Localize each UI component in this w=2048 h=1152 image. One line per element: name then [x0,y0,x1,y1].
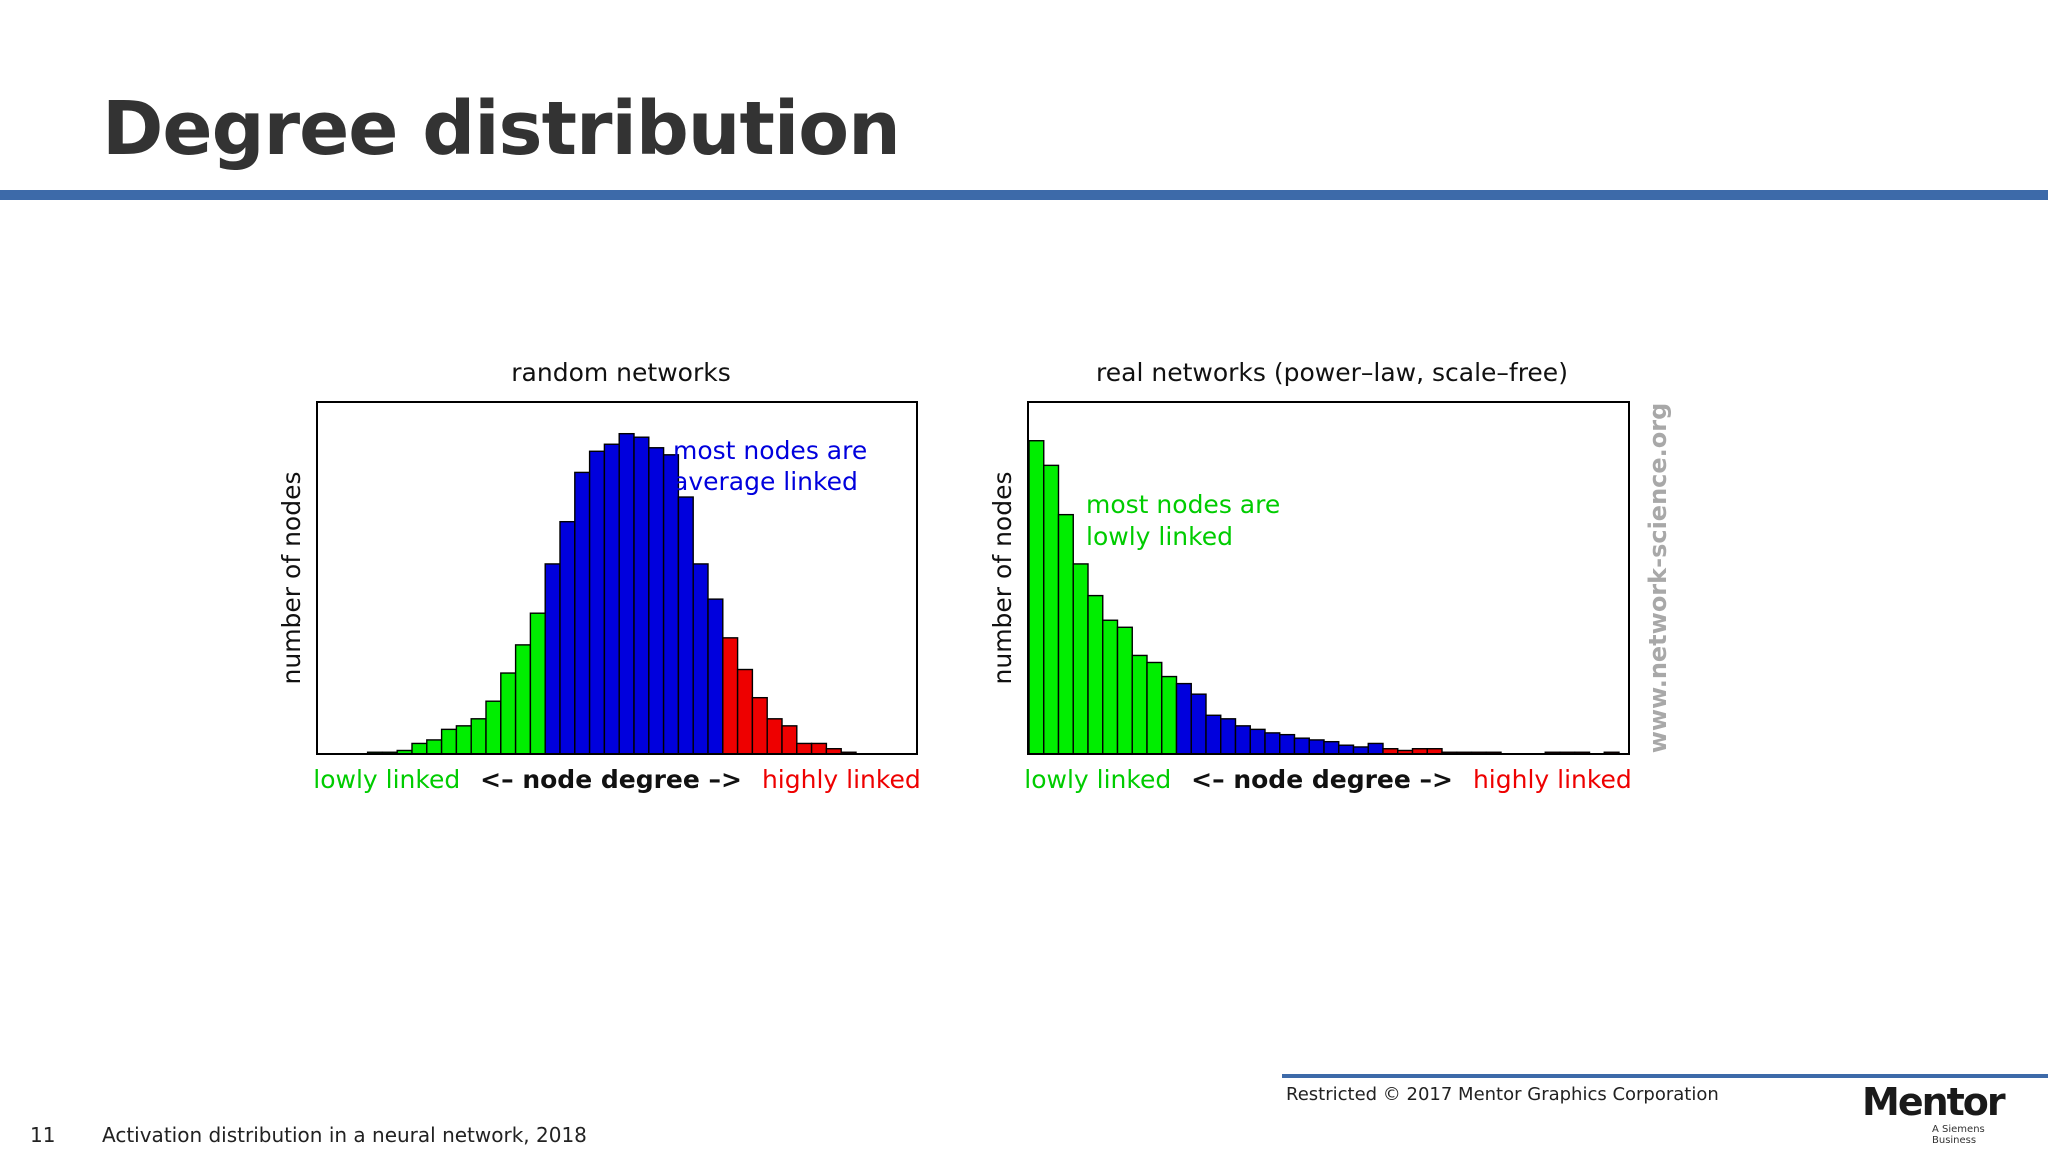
histogram-bar [1279,733,1296,755]
watermark: www.network-science.org [1644,403,1672,754]
histogram-bar [677,496,694,755]
histogram-bar [1087,594,1104,755]
histogram-bar [1352,746,1369,755]
title-rule [0,190,2048,200]
histogram-bar [1131,654,1148,755]
annotation-line-1: most nodes are [1086,490,1280,519]
histogram-bar [1234,725,1251,755]
histogram-bar [411,742,428,755]
x-label-center: <– node degree –> [480,765,742,794]
plot-frame [1027,401,1630,755]
histogram-bar [574,471,591,755]
histogram-bar [1367,742,1384,755]
histogram-bar [1249,728,1266,755]
histogram-bar [1175,682,1192,755]
mentor-logo: Mentor A Siemens Business [1862,1080,2022,1146]
histogram-bar [603,443,620,755]
logo-subtext: A Siemens Business [1932,1124,1985,1146]
chart-title: random networks [511,358,730,387]
histogram-bar [470,718,487,755]
y-axis-label: number of nodes [988,472,1017,685]
histogram-bar [796,742,813,755]
histogram-bar [722,637,739,755]
histogram-bar [426,739,443,755]
y-axis-label: number of nodes [277,472,306,685]
x-label-center: <– node degree –> [1191,765,1453,794]
histogram-bar [1043,464,1060,755]
footer-text: Activation distribution in a neural netw… [102,1123,587,1147]
x-label-left: lowly linked [313,765,460,794]
histogram-bar [781,725,798,755]
footer-rule [1282,1074,2048,1078]
histogram-bar [662,454,680,755]
histogram-bar [500,672,517,755]
x-label-right: highly linked [1473,765,1632,794]
histogram-bar [1102,619,1119,755]
histogram-bar [648,447,665,755]
histogram-bar [633,436,650,755]
histogram-bar [1220,718,1237,755]
histogram-bar [810,742,828,755]
histogram-bar [1057,513,1074,755]
plot-frame [316,401,918,755]
chart-title: real networks (power–law, scale–free) [1096,358,1568,387]
histogram-bar [1028,440,1045,755]
annotation-line-2: lowly linked [1086,522,1233,551]
x-label-right: highly linked [762,765,921,794]
histogram-bar [692,563,709,755]
page-number: 11 [30,1123,56,1147]
histogram-bar [707,598,724,755]
histogram-bar [751,696,768,755]
histogram-bar [485,700,502,755]
bar-group [366,432,857,755]
x-label-left: lowly linked [1024,765,1171,794]
x-axis-label: lowly linked <– node degree –> highly li… [313,765,920,794]
histogram-bar [1072,563,1089,755]
histogram-bar [1146,661,1163,755]
histogram-bar [514,644,532,755]
histogram-bar [766,718,783,755]
slide-title: Degree distribution [102,86,901,172]
histogram-bar [618,432,635,755]
histogram-bar [1205,714,1222,755]
histogram-bar [1338,744,1355,755]
logo-word: Mentor [1862,1080,2006,1124]
histogram-bar [440,728,458,755]
annotation-line-2: average linked [673,467,858,496]
x-axis-label: lowly linked <– node degree –> highly li… [1024,765,1631,794]
copyright-notice: Restricted © 2017 Mentor Graphics Corpor… [1286,1084,1719,1105]
histogram-bar [455,725,472,755]
bar-group [1028,440,1620,755]
histogram-bar [1161,675,1178,755]
histogram-bar [1323,740,1340,755]
annotation-line-1: most nodes are [673,436,867,465]
histogram-bar [1293,737,1310,755]
histogram-bar [544,563,561,755]
histogram-bar [1264,732,1281,755]
chart-random-networks: random networks number of nodes most nod… [277,358,921,794]
histogram-bar [529,612,546,755]
histogram-bar [559,520,576,755]
histogram-bar [588,450,606,755]
chart-real-networks: real networks (power–law, scale–free) nu… [988,358,1632,794]
histogram-bar [1116,626,1133,755]
histogram-bar [736,668,754,755]
histogram-bar [1190,693,1207,755]
histogram-bar [1308,739,1325,755]
